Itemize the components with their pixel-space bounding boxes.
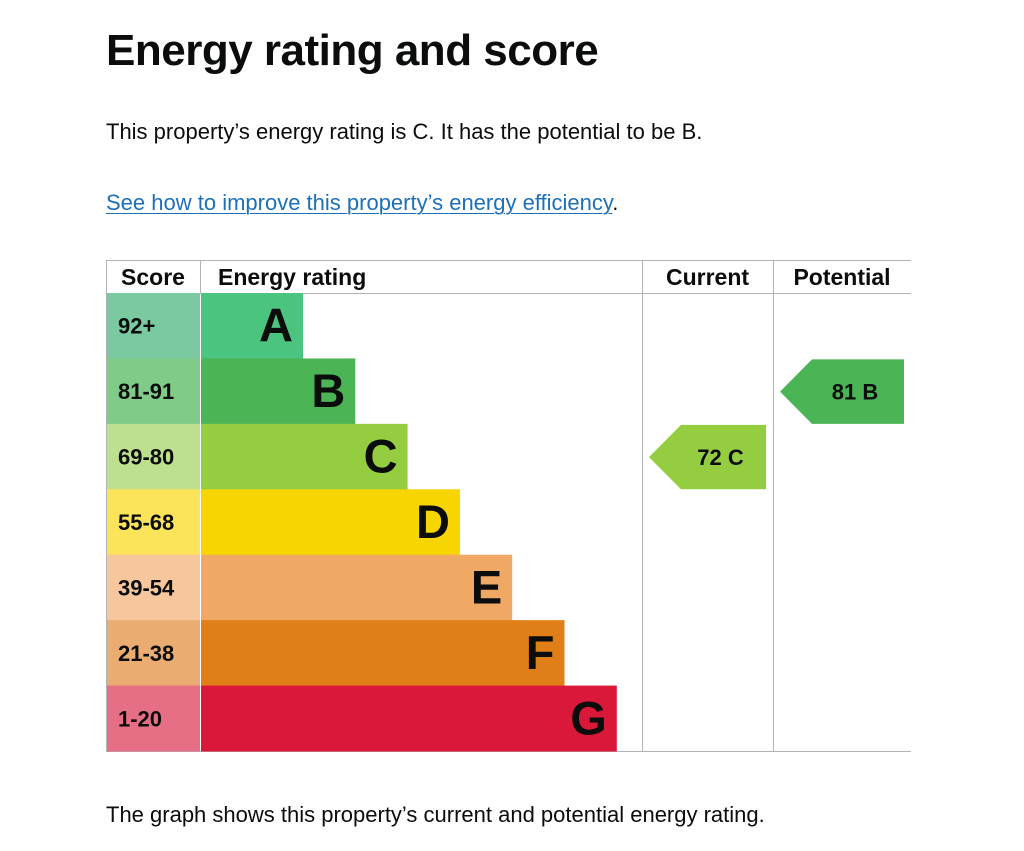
rating-bar-f bbox=[201, 620, 565, 687]
current-rating-arrow bbox=[649, 424, 766, 490]
improve-link-suffix: . bbox=[612, 190, 619, 215]
rating-letter-a: A bbox=[259, 299, 293, 352]
header-potential: Potential bbox=[793, 264, 890, 290]
improve-efficiency-link[interactable]: See how to improve this property’s energ… bbox=[106, 190, 613, 215]
score-range-g: 1-20 bbox=[118, 706, 162, 731]
rating-bar-b bbox=[201, 358, 356, 425]
header-current: Current bbox=[666, 264, 749, 290]
rating-letter-f: F bbox=[526, 626, 555, 679]
rating-bar-e bbox=[201, 554, 513, 621]
rating-summary: This property’s energy rating is C. It h… bbox=[106, 119, 703, 144]
header-energy-rating: Energy rating bbox=[218, 264, 366, 290]
score-cell-e bbox=[107, 554, 200, 621]
score-range-a: 92+ bbox=[118, 314, 155, 339]
potential-rating-arrow bbox=[780, 359, 904, 424]
chart-caption: The graph shows this property’s current … bbox=[106, 802, 765, 827]
rating-letter-c: C bbox=[364, 430, 398, 483]
score-cell-f bbox=[107, 620, 200, 687]
current-rating-label: 72 C bbox=[697, 445, 744, 470]
rating-letter-d: D bbox=[416, 495, 450, 548]
score-cell-d bbox=[107, 489, 200, 556]
rating-letter-g: G bbox=[570, 691, 607, 744]
improve-paragraph: See how to improve this property’s energ… bbox=[106, 189, 618, 217]
page-title: Energy rating and score bbox=[106, 26, 599, 75]
score-range-e: 39-54 bbox=[118, 575, 175, 600]
score-cell-a bbox=[107, 293, 200, 359]
rating-bar-a bbox=[201, 293, 303, 359]
rating-bar-d bbox=[201, 489, 460, 556]
score-range-f: 21-38 bbox=[118, 641, 174, 666]
score-cell-c bbox=[107, 423, 200, 490]
score-cell-g bbox=[107, 685, 200, 752]
rating-letter-e: E bbox=[471, 560, 502, 613]
rating-bar-g bbox=[201, 685, 617, 752]
potential-rating-label: 81 B bbox=[832, 380, 878, 405]
score-range-b: 81-91 bbox=[118, 379, 174, 404]
score-range-c: 69-80 bbox=[118, 445, 174, 470]
rating-bar-c bbox=[201, 423, 408, 490]
score-cell-b bbox=[107, 358, 200, 425]
header-score: Score bbox=[121, 264, 185, 290]
score-range-d: 55-68 bbox=[118, 510, 174, 535]
rating-letter-b: B bbox=[311, 364, 345, 417]
